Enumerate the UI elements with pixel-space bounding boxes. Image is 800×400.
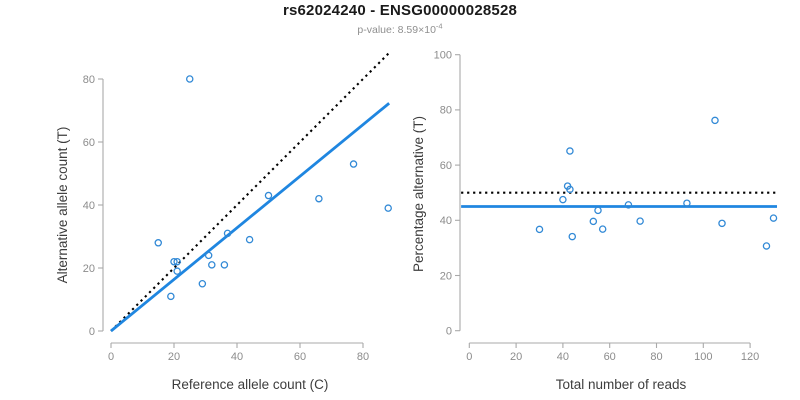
x-tick-label: 0 — [466, 351, 472, 363]
plot-title: rs62024240 - ENSG00000028528 — [282, 2, 518, 19]
x-tick-label: 20 — [510, 351, 522, 363]
pvalue-exponent: -4 — [435, 21, 443, 31]
y-axis-title: Percentage alternative (T) — [411, 116, 426, 272]
data-point — [636, 217, 644, 225]
data-point — [220, 261, 229, 269]
x-tick-label: 120 — [741, 351, 759, 363]
data-point — [198, 279, 207, 288]
y-tick-label: 0 — [446, 326, 452, 338]
data-point — [349, 160, 358, 168]
data-point — [566, 147, 574, 155]
x-axis-title: Reference allele count (C) — [172, 377, 329, 392]
data-point — [264, 191, 273, 200]
x-tick-label: 20 — [168, 351, 180, 363]
x-tick-label: 60 — [604, 351, 616, 363]
plot-subtitle: p-value: 8.59×10-4 — [0, 21, 800, 36]
identity-line — [110, 52, 390, 332]
data-point — [559, 195, 567, 204]
x-tick-label: 100 — [694, 351, 712, 363]
data-point — [711, 116, 719, 125]
data-point — [598, 225, 607, 233]
x-tick-label: 80 — [357, 351, 369, 363]
data-point — [384, 204, 392, 212]
y-tick-label: 60 — [83, 137, 95, 149]
data-point — [170, 257, 178, 266]
data-point — [624, 201, 633, 209]
fit-line — [110, 102, 391, 333]
data-point — [245, 235, 254, 244]
y-axis-title: Alternative allele count (T) — [55, 127, 70, 284]
data-point — [769, 214, 778, 222]
y-tick-label: 60 — [440, 160, 452, 172]
x-tick-label: 0 — [108, 351, 114, 363]
data-point — [718, 219, 726, 228]
y-tick-label: 0 — [89, 326, 95, 338]
pvalue-text: p-value: 8.59×10 — [357, 24, 436, 36]
data-point — [535, 225, 544, 234]
y-tick-label: 40 — [440, 215, 452, 227]
y-tick-label: 80 — [440, 105, 452, 117]
data-point — [204, 251, 213, 260]
y-tick-label: 40 — [83, 200, 95, 212]
data-point — [762, 242, 771, 250]
data-point — [167, 292, 175, 301]
data-point — [208, 261, 216, 269]
x-tick-label: 40 — [231, 351, 243, 363]
data-point — [154, 239, 162, 247]
x-axis-title: Total number of reads — [556, 377, 687, 392]
y-tick-label: 20 — [440, 270, 452, 282]
data-point — [315, 194, 323, 203]
x-tick-label: 40 — [557, 351, 569, 363]
y-tick-label: 100 — [434, 50, 452, 62]
data-point — [566, 185, 574, 194]
data-point — [223, 229, 232, 238]
data-point — [185, 75, 194, 83]
data-point — [683, 199, 691, 207]
data-point — [173, 267, 181, 275]
x-tick-label: 60 — [294, 351, 306, 363]
y-tick-label: 80 — [83, 74, 95, 86]
x-tick-label: 80 — [650, 351, 662, 363]
data-point — [589, 217, 598, 226]
data-point — [568, 232, 577, 241]
y-tick-label: 20 — [83, 263, 95, 275]
data-point — [173, 257, 181, 266]
data-point — [594, 206, 602, 215]
